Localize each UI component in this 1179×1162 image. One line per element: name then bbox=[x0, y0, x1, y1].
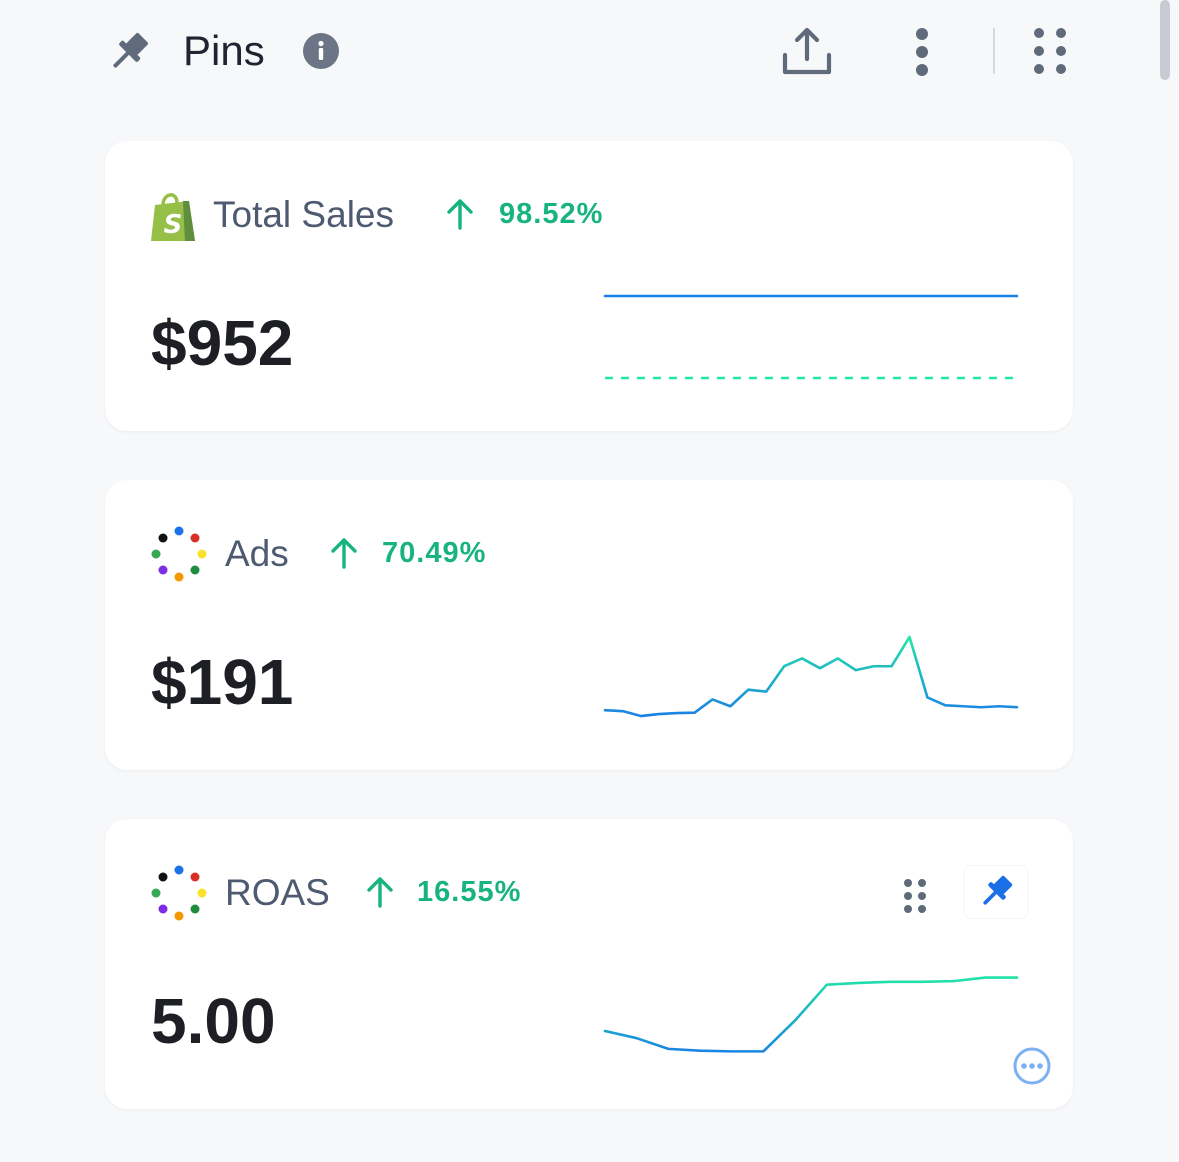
card-title: Ads bbox=[225, 533, 289, 574]
shopify-bag-icon: S bbox=[151, 193, 195, 241]
change-percent: 98.52% bbox=[499, 198, 604, 230]
card-title: ROAS bbox=[225, 872, 330, 913]
card-title: Total Sales bbox=[213, 194, 394, 235]
sparkline-chart bbox=[603, 976, 1019, 1053]
pushpin-icon bbox=[113, 33, 148, 68]
sparkline-current-series bbox=[603, 635, 1019, 718]
pin-filled-icon bbox=[983, 875, 1013, 905]
arrow-up-icon bbox=[331, 538, 357, 569]
pins-header: Pins bbox=[0, 0, 1179, 110]
multicolor-dots-icon bbox=[151, 526, 207, 582]
change-percent: 16.55% bbox=[417, 876, 522, 908]
arrow-up-icon bbox=[447, 199, 473, 230]
multicolor-dots-icon bbox=[151, 865, 207, 921]
sparkline-chart bbox=[603, 294, 1019, 380]
unpin-button[interactable] bbox=[965, 866, 1027, 918]
sparkline-chart bbox=[603, 635, 1019, 718]
metric-value: 5.00 bbox=[151, 985, 276, 1057]
header-divider bbox=[993, 28, 995, 74]
svg-text:S: S bbox=[164, 210, 183, 240]
drag-handle-icon[interactable] bbox=[900, 877, 930, 915]
vertical-ellipsis-icon[interactable] bbox=[905, 25, 939, 79]
arrow-up-icon bbox=[367, 877, 393, 908]
more-options-circle-icon[interactable] bbox=[1012, 1046, 1052, 1086]
sparkline-current-series bbox=[603, 976, 1019, 1053]
grid-dots-icon[interactable] bbox=[1030, 26, 1070, 76]
metric-card-roas[interactable]: ROAS 16.55% 5.00 bbox=[105, 819, 1073, 1109]
metric-card-total-sales[interactable]: S Total Sales 98.52% $952 bbox=[105, 141, 1073, 431]
metric-card-ads[interactable]: Ads 70.49% $191 bbox=[105, 480, 1073, 770]
metric-value: $952 bbox=[151, 307, 294, 379]
page-title: Pins bbox=[183, 27, 265, 74]
info-icon[interactable] bbox=[302, 32, 340, 70]
metric-value: $191 bbox=[151, 646, 294, 718]
change-percent: 70.49% bbox=[382, 537, 487, 569]
share-upload-icon[interactable] bbox=[780, 25, 834, 79]
scrollbar[interactable] bbox=[1160, 0, 1170, 80]
